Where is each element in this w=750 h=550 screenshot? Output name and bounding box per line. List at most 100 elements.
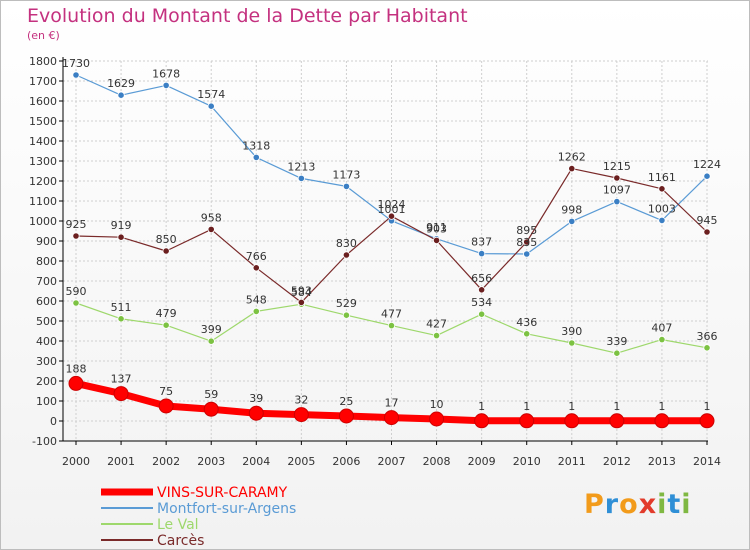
data-point [342,251,351,259]
data-label: 479 [156,307,177,320]
data-point [703,172,711,180]
data-label: 925 [66,218,87,231]
data-label: 137 [111,373,132,386]
data-label: 1161 [648,171,676,184]
y-tick-label: 100 [36,395,57,408]
data-point [117,315,125,323]
data-label: 39 [249,392,263,405]
data-label: 188 [66,362,87,375]
data-point [478,250,486,258]
data-label: 1001 [378,203,406,216]
data-point [658,216,666,224]
y-tick-label: 1300 [29,155,57,168]
y-tick-label: 1400 [29,135,57,148]
data-label: 548 [246,293,267,306]
data-label: 32 [294,394,308,407]
data-point [207,102,215,110]
data-label: 75 [159,385,173,398]
data-label: 1730 [62,57,90,70]
y-tick-label: 700 [36,275,57,288]
data-label: 1574 [197,88,225,101]
data-point [523,238,531,246]
logo-letter: i [657,489,668,520]
data-label: 511 [111,301,132,314]
x-tick-label: 2004 [242,455,270,468]
data-point [72,71,80,79]
data-point [293,407,309,423]
data-label: 399 [201,323,222,336]
data-point [72,232,80,240]
x-tick-label: 2013 [648,455,676,468]
logo-letter: i [681,489,692,520]
legend-label: Carcès [157,533,204,549]
data-label: 427 [426,318,447,331]
data-point [207,337,215,345]
y-tick-label: 200 [36,375,57,388]
data-point [72,299,80,307]
legend-label: Montfort-sur-Argens [157,501,296,517]
data-label: 584 [291,286,312,299]
data-point [203,401,219,417]
chart-unit: (en €) [27,29,60,42]
x-tick-label: 2000 [62,455,90,468]
data-label: 1224 [693,158,721,171]
y-tick-label: -100 [32,435,57,448]
x-tick-label: 2003 [197,455,225,468]
y-tick-label: 400 [36,335,57,348]
data-label: 477 [381,308,402,321]
data-label: 1 [658,400,665,413]
data-point [342,311,351,319]
data-label: 25 [339,395,353,408]
data-label: 1 [523,400,530,413]
logo-letter: P [584,489,605,520]
y-tick-label: 0 [50,415,57,428]
data-point [252,153,260,161]
data-point [342,182,351,190]
data-label: 1262 [558,151,586,164]
data-point [519,413,535,429]
data-label: 1 [478,400,485,413]
data-point [432,331,441,340]
data-label: 593 [291,284,312,297]
data-point [387,212,396,220]
data-label: 1 [704,400,711,413]
y-tick-label: 1600 [29,95,57,108]
x-tick-label: 2009 [468,455,496,468]
data-point [654,413,670,429]
data-point [297,174,305,182]
data-label: 830 [336,237,357,250]
data-point [387,321,396,330]
y-tick-label: 600 [36,295,57,308]
data-label: 390 [561,325,582,338]
data-point [429,411,445,427]
x-tick-label: 2011 [558,455,586,468]
data-label: 407 [651,322,672,335]
logo-letter: t [667,489,682,520]
data-point [252,264,260,272]
data-point [474,413,490,429]
logo-letter: x [638,489,658,520]
data-label: 945 [697,214,718,227]
data-label: 1173 [332,168,360,181]
proxiti-logo: Proxiti [584,489,692,520]
data-point [699,413,715,429]
data-point [384,410,399,426]
data-label: 919 [111,219,132,232]
data-point [658,185,666,193]
data-point [248,405,264,421]
data-point [568,339,576,347]
data-label: 850 [156,233,177,246]
data-point [338,408,354,424]
y-tick-label: 1500 [29,115,57,128]
data-label: 1213 [287,160,315,173]
data-point [609,413,625,429]
x-tick-label: 2005 [287,455,315,468]
x-tick-label: 2012 [603,455,631,468]
x-tick-label: 2001 [107,455,135,468]
y-tick-label: 1800 [29,55,57,68]
data-point [252,307,260,315]
data-point [564,413,580,429]
data-point [523,330,531,338]
